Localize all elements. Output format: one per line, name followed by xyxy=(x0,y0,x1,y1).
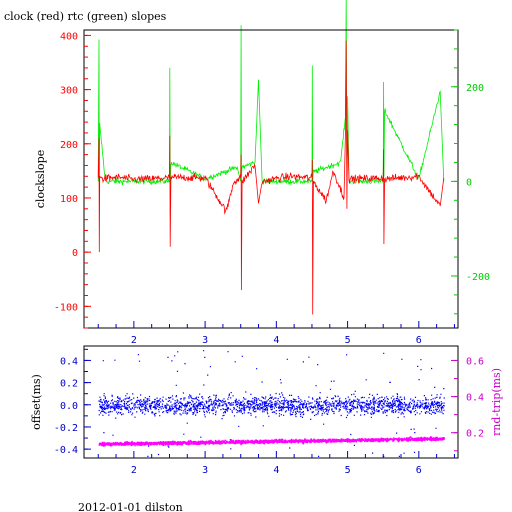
x-tick-label: 4 xyxy=(273,335,279,346)
x-tick-label: 6 xyxy=(416,465,422,476)
top-panel: 2 3 4 5 6 -100 0 100 200 300 400 -200 0 200 clockslope xyxy=(34,0,490,346)
left-y-tick-label: 300 xyxy=(60,86,78,97)
left-y-tick-label: 0.4 xyxy=(60,356,78,367)
bottom-panel: 2 3 4 5 6 -0.4 -0.2 0.0 0.2 0.4 0.2 0.4 0.6 offset(ms… xyxy=(30,345,503,476)
left-y-tick-label: 0.2 xyxy=(60,379,78,390)
right-y-tick-label: 200 xyxy=(466,83,484,94)
x-tick-label: 5 xyxy=(345,335,351,346)
chart-title: clock (red) rtc (green) slopes xyxy=(4,10,167,23)
top-ylabel: clockslope xyxy=(34,150,47,208)
plot-frame xyxy=(83,345,459,459)
series-rtc-line xyxy=(97,0,445,187)
bottom-y2label: rnd-trip(ms) xyxy=(490,368,503,436)
series-offset-points xyxy=(98,350,445,457)
x-tick-label: 2 xyxy=(131,465,137,476)
left-y-tick-label: -100 xyxy=(54,302,78,313)
footer-label: 2012-01-01 dilston xyxy=(78,501,183,512)
plot-frame xyxy=(83,29,459,329)
bottom-ylabel: offset(ms) xyxy=(30,374,43,430)
x-tick-label: 4 xyxy=(273,465,279,476)
series-clock-line xyxy=(97,40,445,315)
x-tick-label: 3 xyxy=(202,335,208,346)
left-y-tick-label: -0.4 xyxy=(54,445,78,456)
left-y-tick-label: 400 xyxy=(60,31,78,42)
right-y-tick-label: 0.2 xyxy=(466,429,484,440)
x-tick-label: 3 xyxy=(202,465,208,476)
left-y-tick-label: 0.0 xyxy=(60,401,78,412)
x-tick-label: 2 xyxy=(131,335,137,346)
right-y-tick-label: 0 xyxy=(466,177,472,188)
x-tick-label: 5 xyxy=(345,465,351,476)
left-y-tick-label: 0 xyxy=(72,248,78,259)
right-y-tick-label: -200 xyxy=(466,272,490,283)
right-y-tick-label: 0.6 xyxy=(466,356,484,367)
series-rnd-trip-points xyxy=(98,436,445,447)
left-y-tick-label: 200 xyxy=(60,140,78,151)
right-y-tick-label: 0.4 xyxy=(466,393,484,404)
left-y-tick-label: -0.2 xyxy=(54,423,78,434)
left-y-tick-label: 100 xyxy=(60,194,78,205)
x-tick-label: 6 xyxy=(416,335,422,346)
